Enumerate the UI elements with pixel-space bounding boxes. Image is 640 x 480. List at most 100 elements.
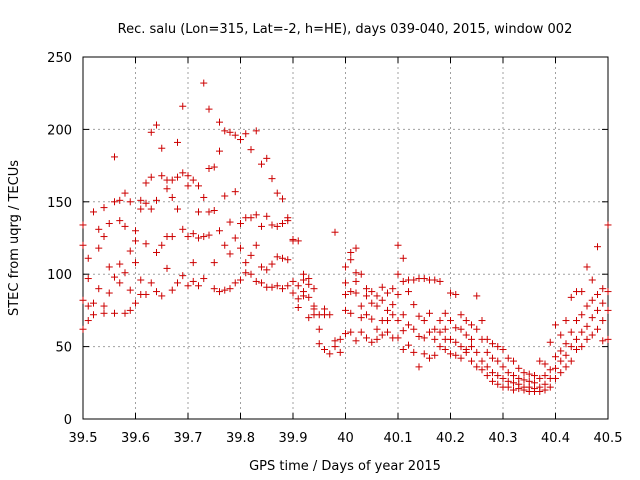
data-point — [242, 259, 250, 267]
data-point — [368, 315, 376, 323]
data-point — [399, 254, 407, 262]
data-point — [315, 325, 323, 333]
data-point — [462, 317, 470, 325]
data-point — [499, 363, 507, 371]
data-point — [79, 221, 87, 229]
data-point — [147, 205, 155, 213]
data-point — [226, 128, 234, 136]
data-point — [531, 372, 538, 380]
data-point — [578, 288, 586, 296]
data-point — [567, 357, 575, 365]
data-point — [179, 102, 187, 110]
data-point — [315, 340, 323, 348]
data-point — [573, 317, 580, 325]
data-point — [478, 366, 486, 374]
data-point — [116, 279, 124, 287]
data-point — [483, 372, 491, 380]
data-point — [153, 288, 160, 296]
data-point — [347, 288, 355, 296]
x-tick-label: 40.2 — [436, 431, 465, 446]
data-point — [79, 296, 87, 304]
data-point — [126, 286, 134, 294]
data-point — [142, 240, 150, 248]
data-point — [289, 289, 297, 297]
data-point — [541, 372, 549, 380]
data-point — [231, 188, 239, 196]
data-point — [462, 348, 470, 356]
data-point — [357, 328, 365, 336]
data-point — [84, 254, 92, 262]
data-point — [363, 292, 370, 300]
data-point — [399, 311, 407, 319]
data-point — [473, 363, 481, 371]
data-point — [436, 343, 444, 351]
data-point — [111, 273, 118, 281]
data-point — [426, 309, 433, 317]
data-point — [147, 173, 155, 181]
data-point — [132, 299, 139, 307]
data-point — [126, 247, 134, 255]
data-point — [289, 277, 297, 285]
data-point — [247, 251, 255, 259]
data-point — [184, 233, 192, 241]
chart-title: Rec. salu (Lon=315, Lat=-2, h=HE), days … — [118, 22, 573, 37]
data-point — [111, 198, 118, 206]
data-point — [373, 335, 381, 343]
data-point — [195, 282, 202, 290]
data-point — [420, 317, 428, 325]
data-point — [494, 357, 502, 365]
data-point — [142, 290, 150, 298]
data-point — [100, 302, 108, 310]
data-point — [583, 302, 591, 310]
data-point — [252, 211, 260, 219]
data-point — [520, 376, 528, 384]
data-point — [205, 164, 213, 172]
data-point — [242, 269, 250, 277]
data-point — [405, 341, 412, 349]
data-point — [305, 314, 313, 322]
data-point — [436, 277, 444, 285]
data-point — [352, 289, 360, 297]
data-point — [578, 343, 586, 351]
data-point — [189, 277, 197, 285]
data-point — [116, 260, 124, 268]
data-point — [431, 276, 439, 284]
data-point — [331, 228, 339, 236]
data-point — [457, 325, 465, 333]
data-point — [142, 179, 150, 187]
data-point — [420, 350, 428, 358]
data-point — [588, 331, 596, 339]
data-point — [126, 198, 134, 206]
data-point — [342, 306, 349, 314]
data-point — [242, 130, 250, 138]
data-point — [452, 338, 460, 346]
data-point — [399, 327, 407, 335]
data-point — [147, 279, 155, 287]
data-point — [384, 306, 391, 314]
data-point — [121, 222, 129, 230]
data-point — [562, 317, 570, 325]
data-point — [221, 192, 229, 200]
data-point — [447, 289, 454, 297]
x-tick-label: 39.6 — [121, 431, 150, 446]
data-point — [179, 169, 187, 177]
data-point — [468, 321, 475, 329]
data-point — [342, 263, 349, 271]
data-point — [499, 345, 507, 353]
data-point — [84, 275, 92, 283]
data-point — [457, 354, 465, 362]
data-point — [557, 331, 565, 339]
data-point — [342, 290, 349, 298]
data-point — [189, 176, 197, 184]
data-point — [394, 270, 402, 278]
data-point — [305, 293, 313, 301]
data-point — [252, 127, 260, 135]
data-point — [384, 317, 391, 325]
data-point — [352, 337, 360, 345]
data-point — [447, 317, 454, 325]
data-point — [499, 374, 507, 382]
data-point — [452, 351, 460, 359]
data-point — [457, 311, 465, 319]
data-point — [121, 269, 129, 277]
data-point — [504, 383, 512, 391]
